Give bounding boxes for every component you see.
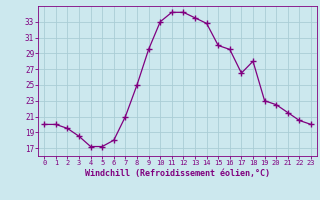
X-axis label: Windchill (Refroidissement éolien,°C): Windchill (Refroidissement éolien,°C) <box>85 169 270 178</box>
